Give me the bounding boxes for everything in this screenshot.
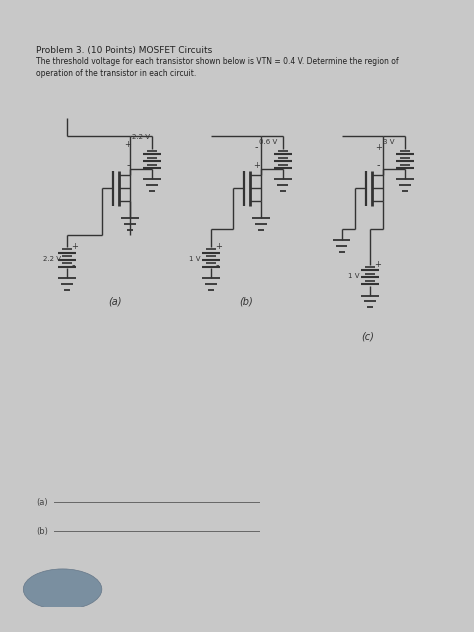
Text: (c): (c) — [361, 331, 374, 341]
Text: Problem 3. (10 Points) MOSFET Circuits: Problem 3. (10 Points) MOSFET Circuits — [36, 46, 213, 54]
Text: 1 V: 1 V — [348, 273, 360, 279]
Text: +: + — [375, 143, 382, 152]
Text: (b): (b) — [239, 296, 253, 307]
Text: -: - — [215, 260, 219, 270]
Text: 3 V: 3 V — [383, 140, 394, 145]
Text: (a): (a) — [108, 296, 122, 307]
Text: 1 V: 1 V — [189, 256, 201, 262]
Text: (b): (b) — [36, 526, 48, 536]
Text: -: - — [255, 142, 258, 152]
Text: (a): (a) — [36, 497, 48, 507]
Text: +: + — [215, 242, 222, 251]
Text: operation of the transistor in each circuit.: operation of the transistor in each circ… — [36, 69, 197, 78]
Text: -: - — [374, 278, 378, 288]
Text: +: + — [125, 140, 131, 149]
Text: 2.2 V: 2.2 V — [43, 256, 61, 262]
Text: -: - — [126, 160, 130, 170]
Text: 2.2 V: 2.2 V — [132, 133, 150, 140]
Text: +: + — [374, 260, 381, 269]
Ellipse shape — [23, 569, 102, 610]
Text: +: + — [71, 242, 78, 251]
Text: -: - — [377, 160, 381, 170]
Text: -: - — [71, 260, 75, 270]
Text: +: + — [253, 161, 260, 170]
Text: 0.6 V: 0.6 V — [259, 140, 277, 145]
Text: The threshold voltage for each transistor shown below is VTN = 0.4 V. Determine : The threshold voltage for each transisto… — [36, 58, 399, 66]
